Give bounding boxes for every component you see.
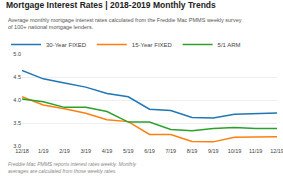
svg-text:Freddie Mac PMMS reports inter: Freddie Mac PMMS reports interest rates … [8, 161, 137, 174]
svg-text:3.0: 3.0 [13, 143, 21, 149]
svg-text:2/19: 2/19 [59, 148, 70, 154]
svg-text:Average monthly mortgage inter: Average monthly mortgage interest rates … [8, 17, 242, 30]
svg-text:4.5: 4.5 [13, 74, 21, 80]
svg-text:4/19: 4/19 [102, 148, 113, 154]
svg-text:11/19: 11/19 [249, 148, 262, 154]
svg-text:12/18: 12/18 [15, 148, 29, 154]
svg-text:8/19: 8/19 [187, 148, 198, 154]
svg-text:5.0: 5.0 [13, 51, 21, 57]
svg-text:9/19: 9/19 [208, 148, 219, 154]
svg-text:6/19: 6/19 [144, 148, 155, 154]
svg-text:12/19: 12/19 [270, 148, 283, 154]
svg-text:5/19: 5/19 [123, 148, 134, 154]
svg-text:15-Year FIXED: 15-Year FIXED [132, 42, 173, 48]
svg-text:10/19: 10/19 [228, 148, 242, 154]
svg-text:3.5: 3.5 [13, 120, 21, 126]
svg-text:5/1 ARM: 5/1 ARM [218, 42, 241, 48]
svg-text:4.0: 4.0 [13, 97, 21, 103]
svg-text:3/19: 3/19 [80, 148, 91, 154]
svg-text:Mortgage Interest Rates | 2018: Mortgage Interest Rates | 2018-2019 Mont… [6, 0, 216, 10]
svg-text:30-Year FIXED: 30-Year FIXED [46, 42, 87, 48]
svg-text:7/19: 7/19 [165, 148, 176, 154]
svg-text:1/19: 1/19 [38, 148, 49, 154]
